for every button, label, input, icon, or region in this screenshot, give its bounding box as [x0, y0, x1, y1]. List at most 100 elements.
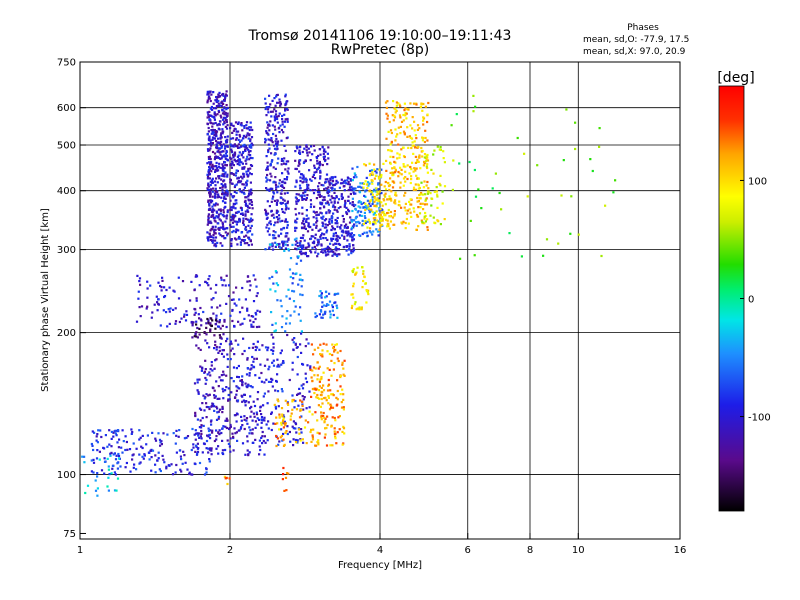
echo-point — [296, 147, 299, 150]
echo-point — [218, 397, 221, 400]
echo-point — [326, 245, 329, 248]
echo-point — [402, 146, 405, 149]
echo-point — [215, 143, 218, 146]
echo-point — [253, 404, 257, 408]
echo-point — [315, 211, 318, 214]
echo-point — [283, 113, 286, 116]
echo-point — [250, 410, 253, 413]
echo-point — [404, 111, 407, 115]
echo-point — [425, 197, 428, 200]
echo-point — [214, 242, 217, 245]
echo-point — [230, 148, 233, 151]
echo-point — [221, 439, 224, 442]
echo-point — [222, 355, 225, 358]
echo-point — [219, 212, 222, 215]
echo-point — [221, 244, 224, 247]
echo-point — [374, 216, 377, 220]
echo-point — [222, 209, 225, 212]
echo-point — [272, 191, 275, 194]
echo-point — [293, 337, 296, 340]
echo-point — [352, 296, 355, 299]
echo-point — [334, 206, 337, 209]
echo-point — [316, 396, 319, 399]
echo-point — [299, 176, 302, 179]
echo-point — [380, 201, 383, 204]
echo-point — [327, 383, 331, 386]
echo-point — [209, 99, 212, 103]
echo-point — [245, 124, 248, 127]
echo-point — [245, 173, 248, 176]
echo-point — [373, 200, 376, 203]
echo-point — [246, 449, 249, 452]
echo-point — [218, 232, 221, 235]
echo-point — [316, 238, 319, 241]
echo-point — [389, 210, 393, 214]
echo-point — [335, 396, 338, 399]
echo-point — [320, 195, 323, 198]
echo-point — [304, 177, 307, 180]
echo-point — [230, 219, 233, 222]
echo-point — [230, 208, 233, 212]
echo-point — [498, 191, 501, 195]
echo-point — [345, 231, 348, 235]
echo-point — [215, 358, 218, 361]
echo-point — [249, 150, 252, 153]
chart-subtitle: RwPretec (8p) — [331, 42, 429, 58]
echo-point — [300, 384, 303, 387]
echo-point — [344, 202, 347, 205]
echo-point — [347, 188, 350, 192]
echo-point — [295, 431, 298, 434]
echo-point — [205, 326, 208, 329]
echo-point — [243, 317, 246, 320]
echo-point — [204, 280, 207, 283]
echo-point — [236, 122, 240, 125]
echo-point — [354, 301, 357, 304]
echo-point — [268, 365, 271, 368]
echo-point — [425, 155, 428, 158]
echo-point — [185, 436, 188, 439]
echo-point — [414, 183, 417, 186]
echo-point — [329, 406, 333, 409]
echo-point — [270, 214, 273, 217]
echo-point — [314, 248, 317, 251]
echo-point — [356, 266, 359, 269]
echo-point — [224, 93, 227, 96]
echo-point — [324, 158, 327, 162]
echo-point — [231, 144, 234, 148]
echo-point — [346, 239, 349, 242]
echo-point — [298, 392, 302, 395]
echo-point — [277, 405, 280, 408]
echo-point — [265, 187, 268, 190]
echo-point — [231, 160, 234, 163]
echo-point — [207, 427, 210, 430]
echo-point — [273, 330, 276, 333]
echo-point — [276, 284, 280, 287]
echo-point — [285, 235, 288, 238]
echo-point — [309, 199, 312, 202]
echo-point — [309, 249, 312, 252]
echo-point — [322, 222, 325, 225]
echo-point — [229, 358, 232, 361]
echo-point — [223, 318, 226, 322]
echo-point — [205, 471, 208, 474]
echo-point — [375, 171, 378, 174]
echo-point — [381, 209, 384, 212]
echo-point — [241, 383, 244, 386]
echo-point — [207, 220, 210, 223]
echo-point — [309, 178, 312, 181]
echo-point — [264, 139, 267, 142]
echo-point — [209, 161, 212, 165]
echo-point — [212, 187, 215, 190]
echo-point — [323, 248, 326, 251]
echo-point — [286, 202, 289, 205]
echo-point — [216, 181, 219, 184]
echo-point — [366, 199, 369, 202]
echo-point — [350, 189, 353, 192]
echo-point — [206, 434, 209, 437]
echo-point — [250, 325, 253, 328]
echo-point — [221, 387, 224, 390]
echo-point — [249, 319, 252, 322]
echo-point — [311, 438, 315, 441]
echo-point — [273, 234, 276, 237]
echo-point — [331, 406, 335, 409]
